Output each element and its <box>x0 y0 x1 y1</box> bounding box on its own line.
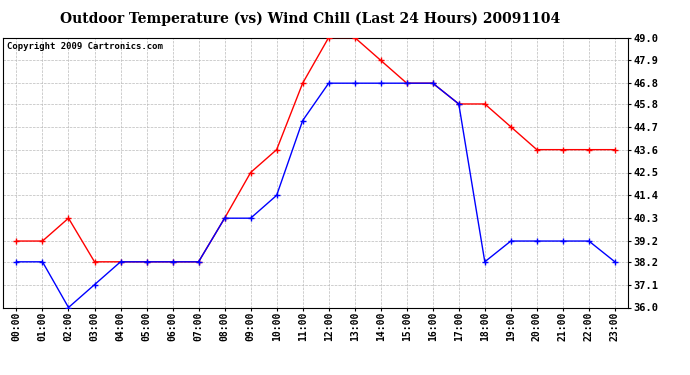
Text: Copyright 2009 Cartronics.com: Copyright 2009 Cartronics.com <box>7 42 162 51</box>
Text: Outdoor Temperature (vs) Wind Chill (Last 24 Hours) 20091104: Outdoor Temperature (vs) Wind Chill (Las… <box>61 11 560 26</box>
